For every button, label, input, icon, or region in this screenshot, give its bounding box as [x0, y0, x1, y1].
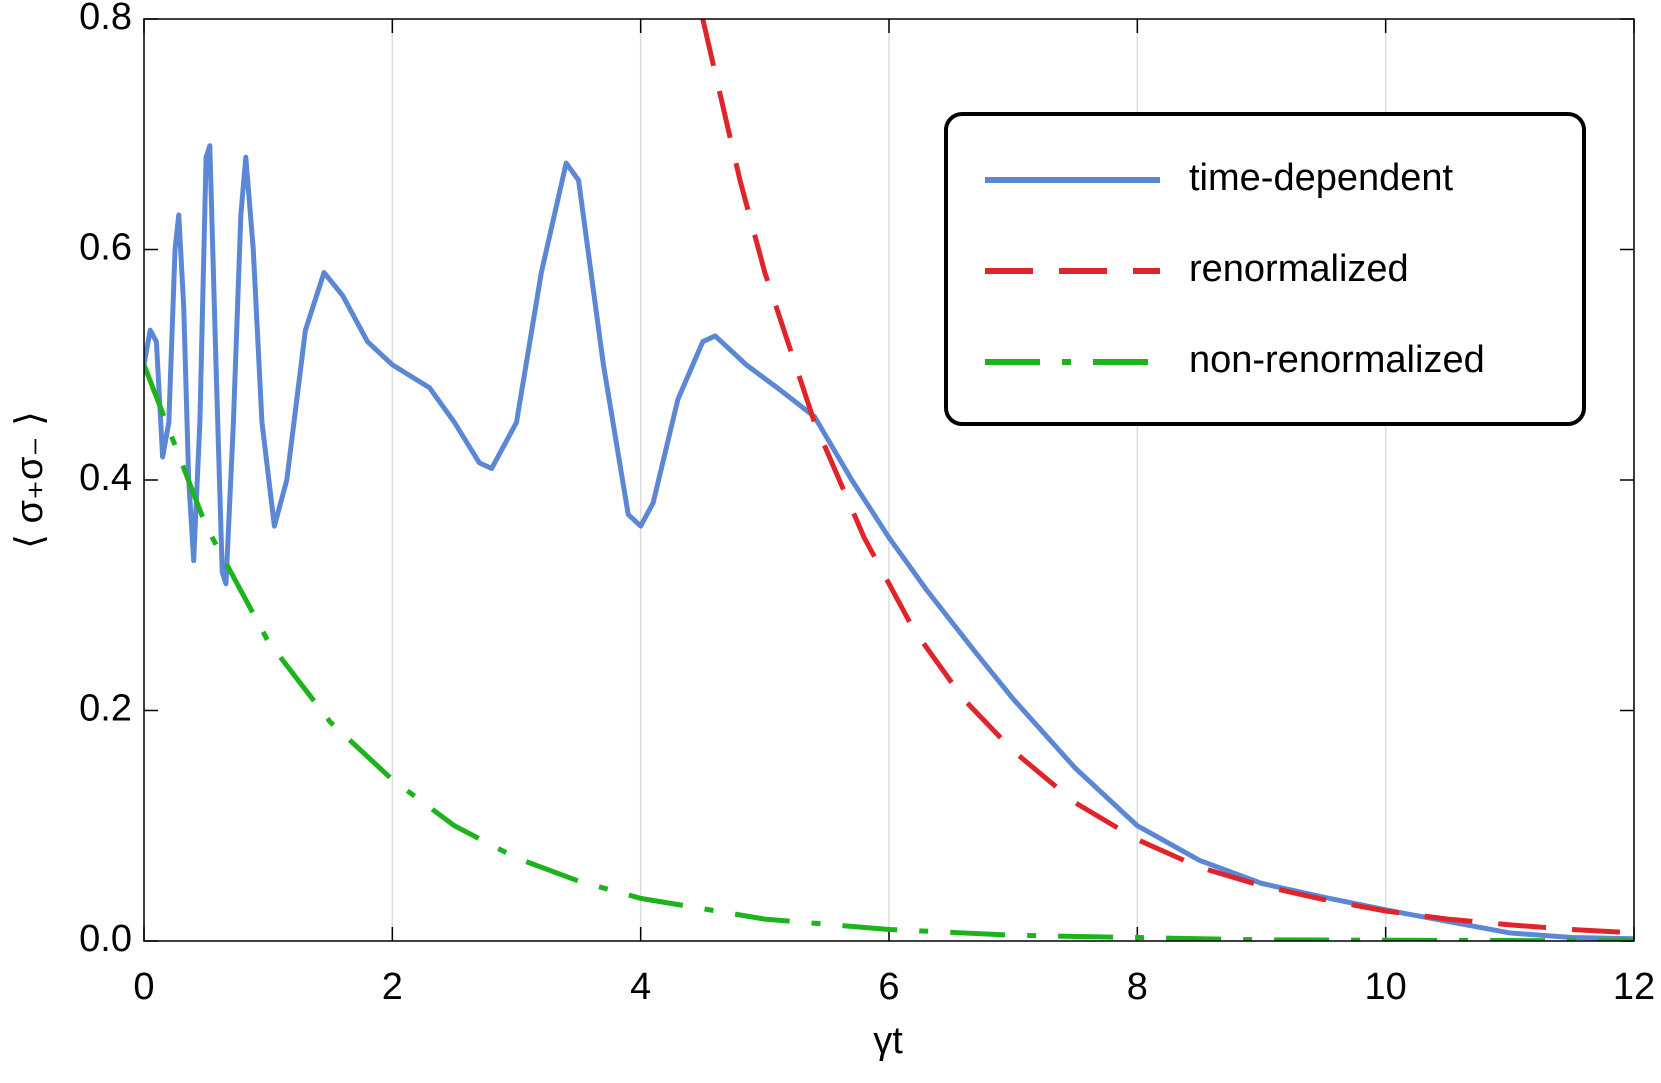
plot-frame [143, 18, 1635, 942]
legend-box [944, 112, 1586, 426]
series-line [144, 143, 1634, 941]
x-tick-label: 6 [878, 966, 899, 1008]
y-tick-label: 0.8 [79, 0, 132, 38]
x-tick-label: 8 [1127, 966, 1148, 1008]
x-tick-label: 10 [1365, 966, 1407, 1008]
y-tick-label: 0.6 [79, 227, 132, 269]
x-tick-label: 2 [382, 966, 403, 1008]
series-line [700, 19, 1634, 936]
series-line [144, 363, 1634, 941]
legend-label: non-renormalized [1189, 339, 1485, 381]
x-tick-label: 0 [133, 966, 154, 1008]
x-tick-label: 12 [1613, 966, 1655, 1008]
legend-label: time-dependent [1189, 157, 1454, 199]
y-axis-label: ⟨ σ₊σ₋ ⟩ [9, 411, 51, 549]
y-tick-label: 0.2 [79, 688, 132, 730]
legend-label: renormalized [1189, 248, 1409, 290]
y-tick-label: 0.0 [79, 918, 132, 960]
y-tick-label: 0.4 [79, 457, 132, 499]
x-tick-label: 4 [630, 966, 651, 1008]
x-axis-label: γt [873, 1020, 903, 1062]
